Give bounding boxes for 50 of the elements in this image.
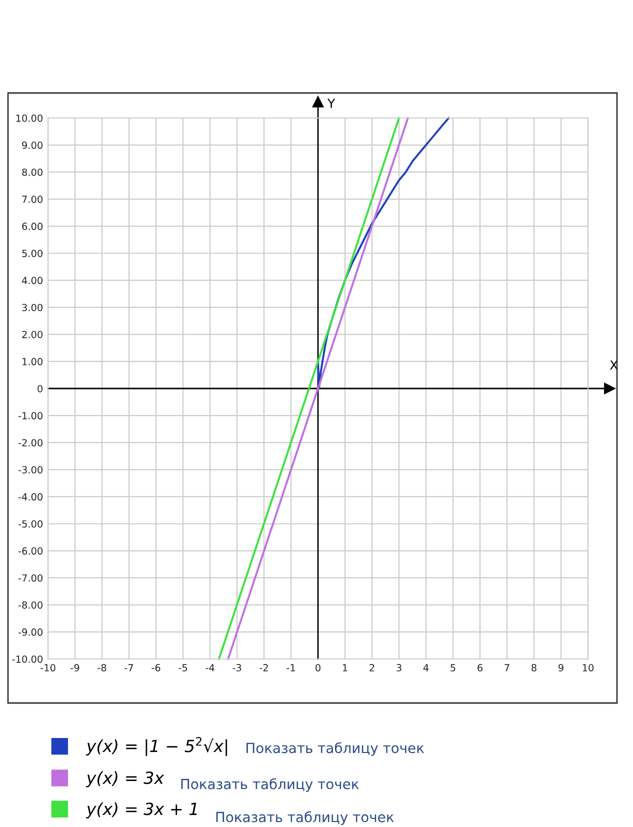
y-tick-label: -1.00 bbox=[18, 412, 42, 420]
x-tick-label: -2 bbox=[260, 664, 268, 672]
x-tick-label: 2 bbox=[370, 664, 374, 672]
legend-label: y(x) = 3x bbox=[86, 771, 164, 788]
text: Показать таблицу точек bbox=[181, 778, 359, 792]
x-tick-label: -5 bbox=[178, 664, 187, 672]
y-tick-label: 9.00 bbox=[22, 142, 42, 149]
y-tick-label: -5.00 bbox=[18, 520, 42, 528]
x-tick-label: -4 bbox=[206, 664, 214, 672]
x-tick-label: 8 bbox=[532, 664, 536, 672]
y-axis-title: Y bbox=[327, 98, 336, 108]
legend-label: y(x) = |1 − 5$^{2}$√x| bbox=[86, 737, 228, 756]
y-tick-label: -9.00 bbox=[18, 628, 42, 636]
x-tick-label: 3 bbox=[396, 664, 402, 672]
x-tick-label: 6 bbox=[478, 664, 482, 672]
x-tick-label: -7 bbox=[124, 664, 134, 672]
text: Показать таблицу точек bbox=[246, 742, 424, 756]
y-tick-label: 8.00 bbox=[22, 168, 42, 176]
x-tick-label: 5 bbox=[450, 664, 456, 672]
y-tick-label: -4.00 bbox=[18, 493, 42, 501]
x-tick-label: 9 bbox=[558, 664, 564, 672]
y-tick-label: -8.00 bbox=[18, 601, 42, 609]
x-tick-label: 4 bbox=[423, 664, 429, 672]
x-tick-label: -3 bbox=[232, 664, 242, 672]
y-tick-label: 3.00 bbox=[22, 304, 42, 312]
y-tick-label: -2.00 bbox=[18, 439, 42, 446]
x-tick-label: 1 bbox=[342, 664, 348, 672]
x-tick-label: 0 bbox=[316, 664, 320, 672]
y-tick-label: 4.00 bbox=[22, 276, 42, 284]
y-tick-label: -3.00 bbox=[18, 466, 42, 474]
x-tick-label: -6 bbox=[152, 664, 160, 672]
y-tick-label: -6.00 bbox=[18, 547, 42, 555]
y-tick-label: 10.00 bbox=[16, 114, 42, 122]
y-tick-label: -7.00 bbox=[18, 574, 42, 582]
y-tick-label: 6.00 bbox=[22, 222, 42, 230]
x-tick-label: 7 bbox=[504, 664, 510, 672]
y-tick-label: -10.00 bbox=[12, 655, 42, 663]
y-tick-label: 2.00 bbox=[22, 330, 42, 338]
legend-label: y(x) = 3x + 1 bbox=[86, 802, 197, 818]
y-tick-label: 1.00 bbox=[22, 358, 42, 366]
x-tick-label: -9 bbox=[70, 664, 80, 672]
x-tick-label: -10 bbox=[40, 664, 56, 672]
text: Показать таблицу точек bbox=[216, 811, 394, 825]
y-tick-label: 5.00 bbox=[22, 250, 42, 258]
x-tick-label: -8 bbox=[98, 664, 106, 672]
y-tick-label: 0 bbox=[38, 384, 42, 392]
y-tick-label: 7.00 bbox=[22, 196, 42, 203]
x-tick-label: -1 bbox=[286, 664, 295, 672]
line-series bbox=[317, 117, 450, 390]
x-tick-label: 10 bbox=[582, 664, 594, 672]
